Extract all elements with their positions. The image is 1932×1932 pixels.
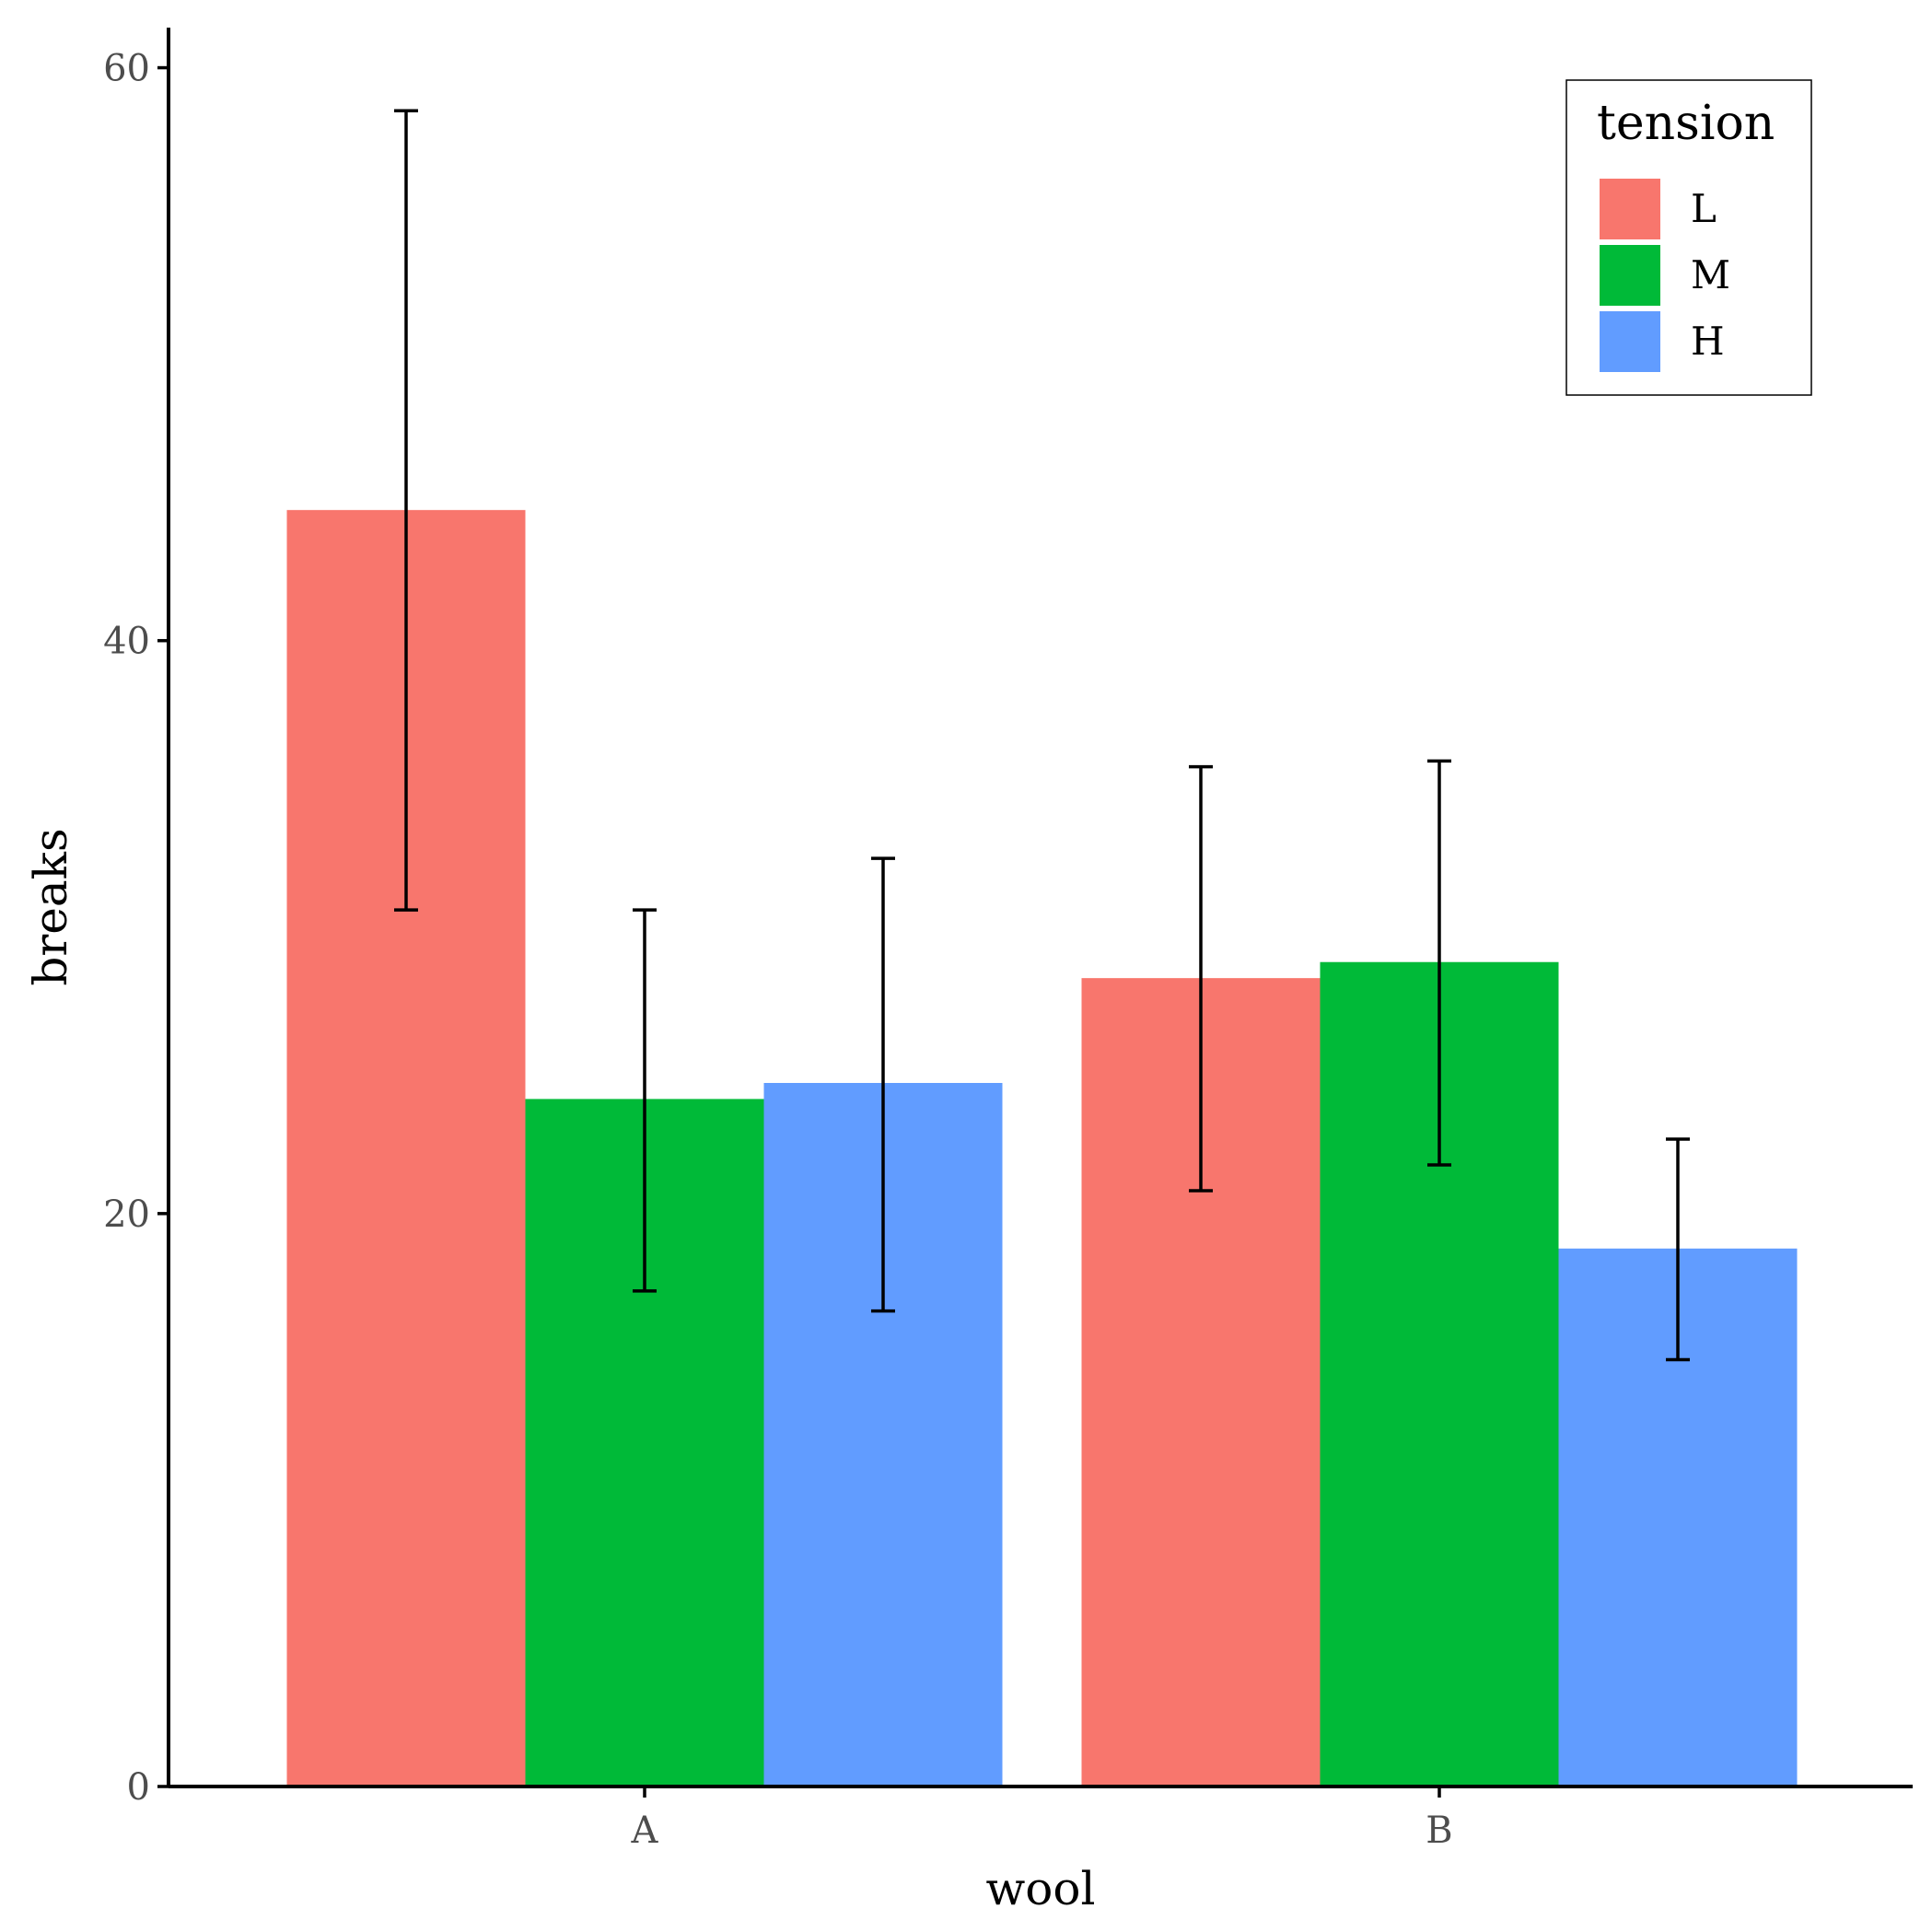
x-tick-label: A [631,1810,659,1852]
error-bar-B-L [1189,764,1213,1193]
legend-label-H: H [1691,319,1725,364]
legend-label-M: M [1691,252,1730,297]
x-tick-label: B [1426,1810,1452,1852]
error-bar-A-L [394,109,418,912]
legend-label-L: L [1691,186,1717,231]
error-bar-B-H [1666,1137,1690,1362]
y-tick-label: 20 [103,1193,150,1236]
legend-key-L [1600,179,1660,239]
legend: tension LMH [1565,79,1812,396]
bars-layer [286,509,1798,1787]
legend-key-M [1600,245,1660,306]
y-axis-title: breaks [24,828,77,985]
y-tick-label: 40 [103,621,150,663]
legend-title: tension [1597,96,1775,151]
error-bar-B-M [1427,759,1451,1167]
error-bar-A-H [871,856,895,1313]
error-bar-A-M [633,908,657,1293]
y-tick-label: 60 [103,48,150,90]
y-axis-ticks: 0 20 40 60 [103,48,169,1809]
y-tick-label: 0 [127,1766,150,1809]
x-axis-title: wool [986,1862,1096,1915]
legend-key-H [1600,311,1660,372]
error-bars-layer [394,109,1690,1362]
legend-items: LMH [1600,179,1730,372]
